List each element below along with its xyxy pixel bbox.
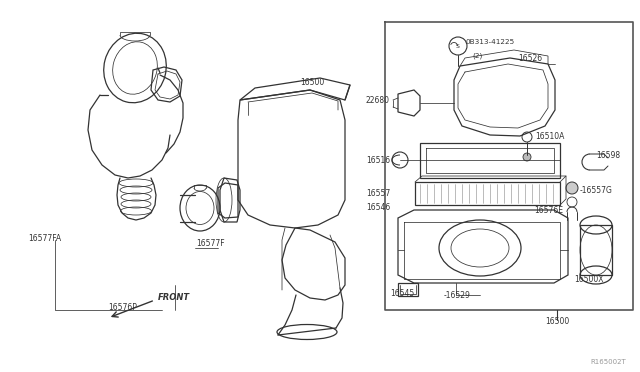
Text: (2): (2) [472, 53, 483, 59]
Text: -16529: -16529 [444, 292, 471, 301]
Text: 16598: 16598 [596, 151, 620, 160]
Text: 16526: 16526 [518, 54, 542, 62]
Text: FRONT: FRONT [158, 292, 190, 301]
Text: 16576P: 16576P [108, 304, 137, 312]
Text: 16577F: 16577F [196, 238, 225, 247]
Text: 16577FA: 16577FA [28, 234, 61, 243]
Text: 16516: 16516 [366, 155, 390, 164]
Text: 16546: 16546 [365, 202, 390, 212]
Text: 16510A: 16510A [535, 131, 564, 141]
Text: 16557: 16557 [365, 189, 390, 198]
Text: 16576E: 16576E [534, 205, 563, 215]
Text: -16557G: -16557G [580, 186, 613, 195]
Text: S: S [456, 44, 460, 48]
Text: 16545: 16545 [390, 289, 414, 298]
Circle shape [566, 182, 578, 194]
Text: 16500: 16500 [545, 317, 569, 327]
Text: R165002T: R165002T [590, 359, 626, 365]
Text: 16500: 16500 [300, 77, 324, 87]
Text: 0B313-41225: 0B313-41225 [465, 39, 515, 45]
Text: 16500X: 16500X [574, 276, 604, 285]
Circle shape [523, 153, 531, 161]
Text: 22680: 22680 [366, 96, 390, 105]
